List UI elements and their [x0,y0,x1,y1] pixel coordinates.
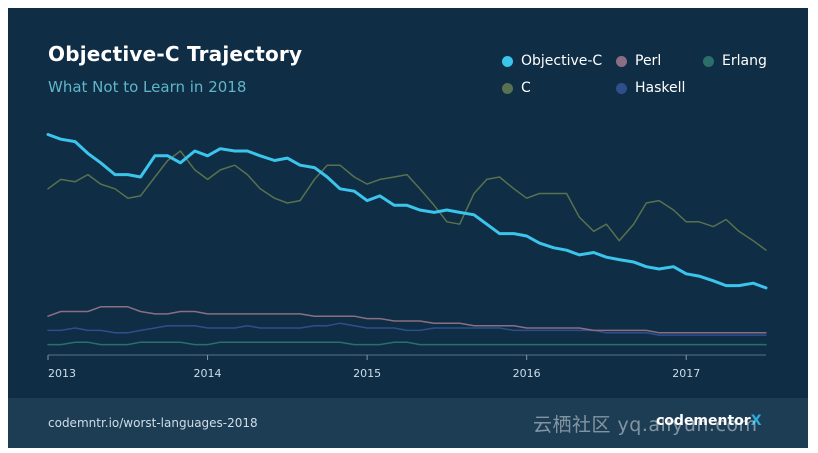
legend-item-objective-c: Objective-C [502,53,602,69]
legend-item-c: C [502,80,531,96]
x-tick-label-2017: 2017 [672,367,700,380]
series-line-haskell [47,322,767,336]
brand-name: codementor [656,413,751,429]
legend-swatch-objective-c [502,55,513,67]
series-line-objective-c [46,133,768,290]
line-chart: 2013 2014 2015 2016 2017 [46,133,768,380]
legend-swatch-c [502,82,513,94]
x-tick-label-2016: 2016 [513,367,541,380]
legend-item-haskell: Haskell [616,80,685,96]
legend-swatch-haskell [616,82,627,94]
brand-logo: codementorX [656,413,762,429]
footer-url[interactable]: codemntr.io/worst-languages-2018 [48,416,258,430]
legend-label-c: C [521,80,531,96]
series-line-c [47,150,767,251]
legend-item-perl: Perl [616,53,661,69]
legend-label-erlang: Erlang [722,53,767,69]
series-line-erlang [47,341,767,346]
chart-card: Objective-C Trajectory What Not to Learn… [8,8,808,448]
watermark: 云栖社区 yq.aliyun.com [533,414,758,436]
series-line-perl [47,306,767,334]
legend-item-erlang: Erlang [703,53,767,69]
brand-mark: X [750,413,762,429]
legend-label-perl: Perl [635,53,662,69]
chart-subtitle: What Not to Learn in 2018 [48,78,247,96]
footer-bar: codemntr.io/worst-languages-2018 codemen… [8,398,808,448]
legend-label-objective-c: Objective-C [521,53,603,69]
x-tick-label-2014: 2014 [194,367,222,380]
legend-label-haskell: Haskell [635,80,686,96]
chart-title: Objective-C Trajectory [48,42,303,66]
legend-swatch-erlang [703,55,714,67]
x-tick-label-2015: 2015 [353,367,381,380]
legend-swatch-perl [616,55,627,67]
x-tick-label-2013: 2013 [48,367,76,380]
